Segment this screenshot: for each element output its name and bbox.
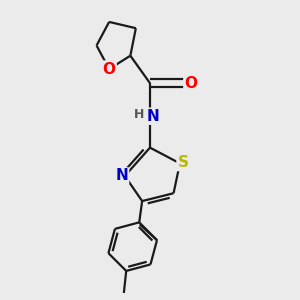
Text: N: N bbox=[115, 168, 128, 183]
Text: O: O bbox=[103, 61, 116, 76]
Text: S: S bbox=[178, 155, 188, 170]
Text: N: N bbox=[147, 109, 160, 124]
Text: O: O bbox=[184, 76, 197, 91]
Text: H: H bbox=[134, 108, 144, 121]
